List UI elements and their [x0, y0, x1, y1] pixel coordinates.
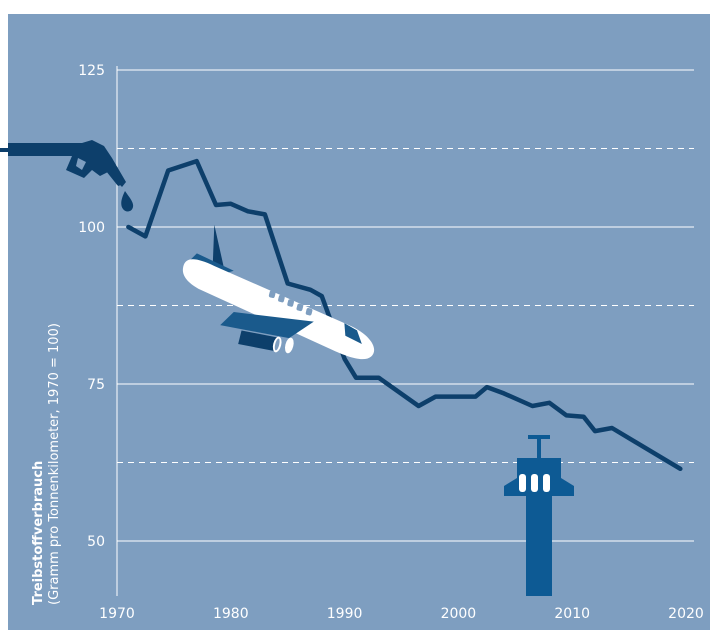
y-axis-subtitle-text: (Gramm pro Tonnenkilometer, 1970 = 100) — [47, 323, 62, 605]
x-tick-label-3: 2000 — [441, 606, 477, 622]
chart-background — [8, 14, 710, 610]
y-axis-title-text: Treibstoffverbrauch — [31, 461, 46, 605]
x-tick-label-1: 1980 — [213, 606, 249, 622]
grid-lines — [117, 69, 694, 542]
x-tick-label-4: 2010 — [554, 606, 590, 622]
control-tower-icon — [504, 435, 574, 596]
y-tick-label-3: 125 — [78, 63, 105, 79]
y-tick-labels: 50 75 100 125 — [78, 63, 105, 550]
x-tick-label-0: 1970 — [99, 606, 135, 622]
y-tick-label-2: 100 — [78, 220, 105, 236]
y-tick-label-0: 50 — [87, 534, 105, 550]
airplane-icon — [182, 224, 375, 360]
x-tick-labels: 1970 1980 1990 2000 2010 2020 — [99, 606, 704, 622]
chart-bottom-strip — [8, 596, 710, 630]
fuel-consumption-line — [126, 158, 683, 472]
y-tick-label-1: 75 — [87, 377, 105, 393]
x-tick-label-2: 1990 — [327, 606, 363, 622]
x-tick-label-5: 2020 — [668, 606, 704, 622]
y-axis-title: Treibstoffverbrauch (Gramm pro Tonnenkil… — [31, 323, 62, 605]
fuel-drop-icon — [121, 191, 134, 212]
fuel-nozzle-icon — [0, 140, 126, 187]
